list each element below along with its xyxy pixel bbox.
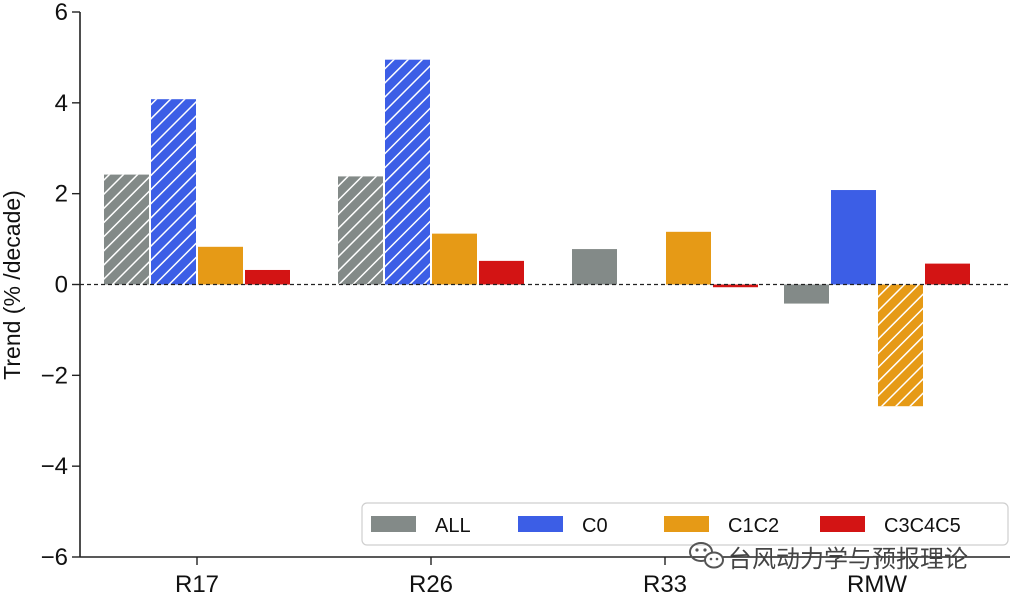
y-ticks: 6 4 2 0 −2 −4 −6 [41,0,80,571]
legend-swatch [664,516,709,532]
wechat-icon [689,542,724,569]
legend-item-c0: C0 [518,515,608,537]
bar-c1c2-rmw [878,284,923,407]
watermark: 台风动力学与预报理论 [689,542,968,573]
legend-item-c1c2: C1C2 [664,515,779,537]
legend-item-c3c4c5: C3C4C5 [820,515,961,537]
bar-all-r33 [572,249,617,285]
bar-c3c4c5-r26 [479,260,524,285]
bar-all-r17 [104,174,149,285]
bar-all-r26 [338,176,383,285]
legend-label: C3C4C5 [884,515,961,537]
x-tick-label-r26: R26 [409,571,453,598]
x-tick-label-r33: R33 [643,571,687,598]
legend-label: ALL [435,515,471,537]
bar-c1c2-r17 [198,246,243,285]
legend-item-all: ALL [371,515,471,537]
y-axis-label: Trend (% /decade) [0,190,25,380]
y-tick-label: −2 [41,362,68,389]
watermark-text: 台风动力学与预报理论 [728,545,968,573]
legend: ALL C0 C1C2 C3C4C5 [361,502,1009,546]
bar-c1c2-r26 [432,233,477,285]
bar-c0-r26 [385,59,430,285]
bar-c3c4c5-r17 [245,269,290,285]
x-tick-label-r17: R17 [175,571,219,598]
legend-swatch [371,516,416,532]
y-tick-label: 6 [55,0,68,26]
y-tick-label: 4 [55,90,68,117]
x-tick-label-rmw: RMW [847,571,907,598]
y-tick-label: 0 [55,272,68,299]
bar-c3c4c5-r33 [713,284,758,288]
legend-label: C1C2 [728,515,779,537]
y-tick-label: −6 [41,544,68,571]
bar-c0-rmw [831,190,876,285]
bars-layer [104,59,970,407]
bar-all-rmw [784,284,829,304]
bar-c3c4c5-rmw [925,263,970,285]
legend-swatch [820,516,865,532]
y-tick-label: −4 [41,453,68,480]
legend-label: C0 [582,515,608,537]
y-tick-label: 2 [55,181,68,208]
x-ticks: R17 R26 R33 RMW [175,557,907,598]
bar-c1c2-r33 [666,231,711,285]
legend-swatch [518,516,563,532]
bar-c0-r17 [151,99,196,285]
